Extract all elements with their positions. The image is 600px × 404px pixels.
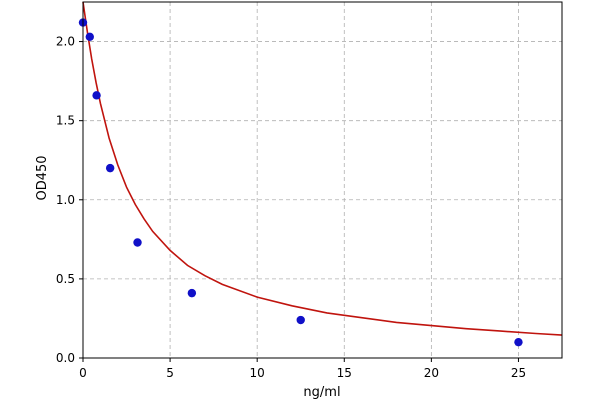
- data-point: [296, 315, 305, 325]
- data-point: [133, 238, 142, 247]
- y-tick-label: 0.5: [56, 272, 75, 286]
- plot-frame: [82, 1, 563, 359]
- x-tick-label: 25: [511, 366, 526, 380]
- x-tick-label: 0: [79, 366, 87, 380]
- data-point: [514, 337, 523, 347]
- y-tick-label: 1.5: [56, 114, 75, 128]
- x-tick-label: 15: [337, 366, 352, 380]
- x-tick-label: 20: [424, 366, 439, 380]
- y-tick-label: 1.0: [56, 193, 75, 207]
- data-point: [85, 32, 94, 42]
- grid: [82, 2, 562, 359]
- x-axis-label: ng/ml: [303, 385, 340, 400]
- x-tick-label: 10: [250, 366, 265, 380]
- data-points-layer: [78, 18, 523, 347]
- axis-ticks: 0 5 10 15 20 25 0.0 0.5 1.0 1.5 2.0: [56, 35, 526, 380]
- fitted-curve-layer: [82, 1, 563, 336]
- y-tick-label: 0.0: [56, 351, 75, 365]
- fitted-curve: [82, 1, 563, 336]
- data-point: [105, 163, 115, 173]
- y-tick-label: 2.0: [56, 35, 75, 49]
- data-point: [187, 288, 197, 298]
- data-point: [92, 91, 101, 100]
- y-axis-label: OD450: [35, 155, 50, 200]
- x-tick-label: 5: [166, 366, 174, 380]
